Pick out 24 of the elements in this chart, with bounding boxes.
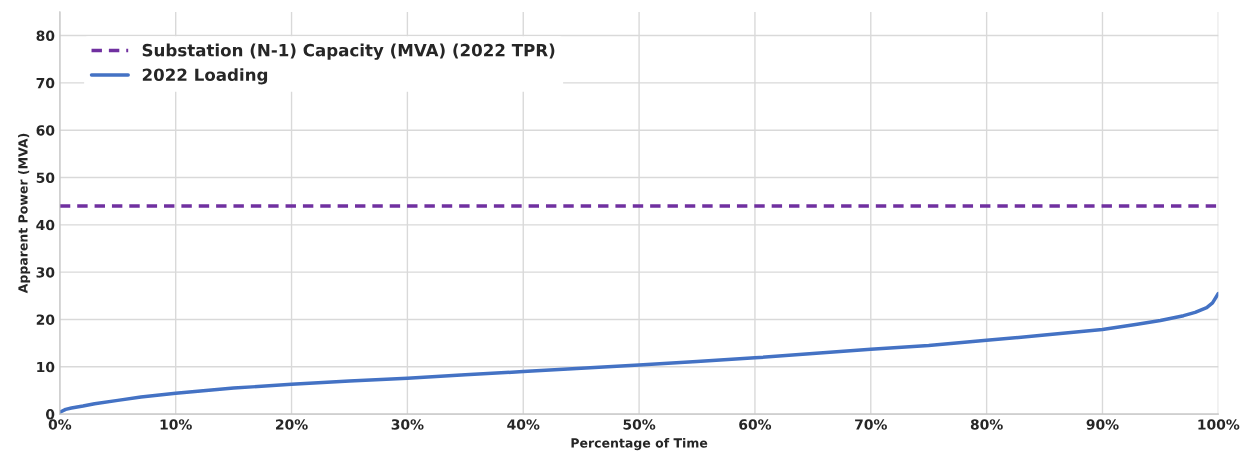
y-tick-label: 10 [37, 361, 55, 373]
x-tick-label: 50% [623, 419, 656, 430]
y-tick-label: 40 [36, 219, 55, 231]
legend-label: Substation (N-1) Capacity (MVA) (2022 TPR) [142, 43, 555, 60]
x-tick-label: 40% [507, 419, 540, 430]
y-tick-label: 60 [36, 125, 55, 136]
y-tick-label: 50 [36, 172, 55, 183]
x-tick-label: 20% [276, 419, 308, 430]
x-tick-label: 70% [855, 419, 887, 430]
x-tick-label: 100% [1198, 419, 1240, 430]
y-tick-label: 80 [36, 30, 55, 42]
x-tick-label: 60% [739, 419, 772, 430]
y-tick-label: 0 [46, 409, 55, 420]
y-axis-title: Apparent Power (MVA) [18, 133, 31, 294]
y-tick-label: 20 [36, 314, 55, 325]
x-axis-title: Percentage of Time [571, 437, 708, 451]
x-tick-label: 90% [1086, 419, 1119, 430]
x-tick-label: 30% [391, 419, 424, 430]
legend-label: 2022 Loading [142, 68, 268, 85]
x-tick-label: 0% [48, 419, 72, 430]
y-tick-label: 30 [36, 267, 55, 278]
x-tick-label: 10% [160, 419, 192, 430]
x-tick-label: 80% [970, 419, 1003, 430]
y-tick-label: 70 [36, 77, 55, 89]
